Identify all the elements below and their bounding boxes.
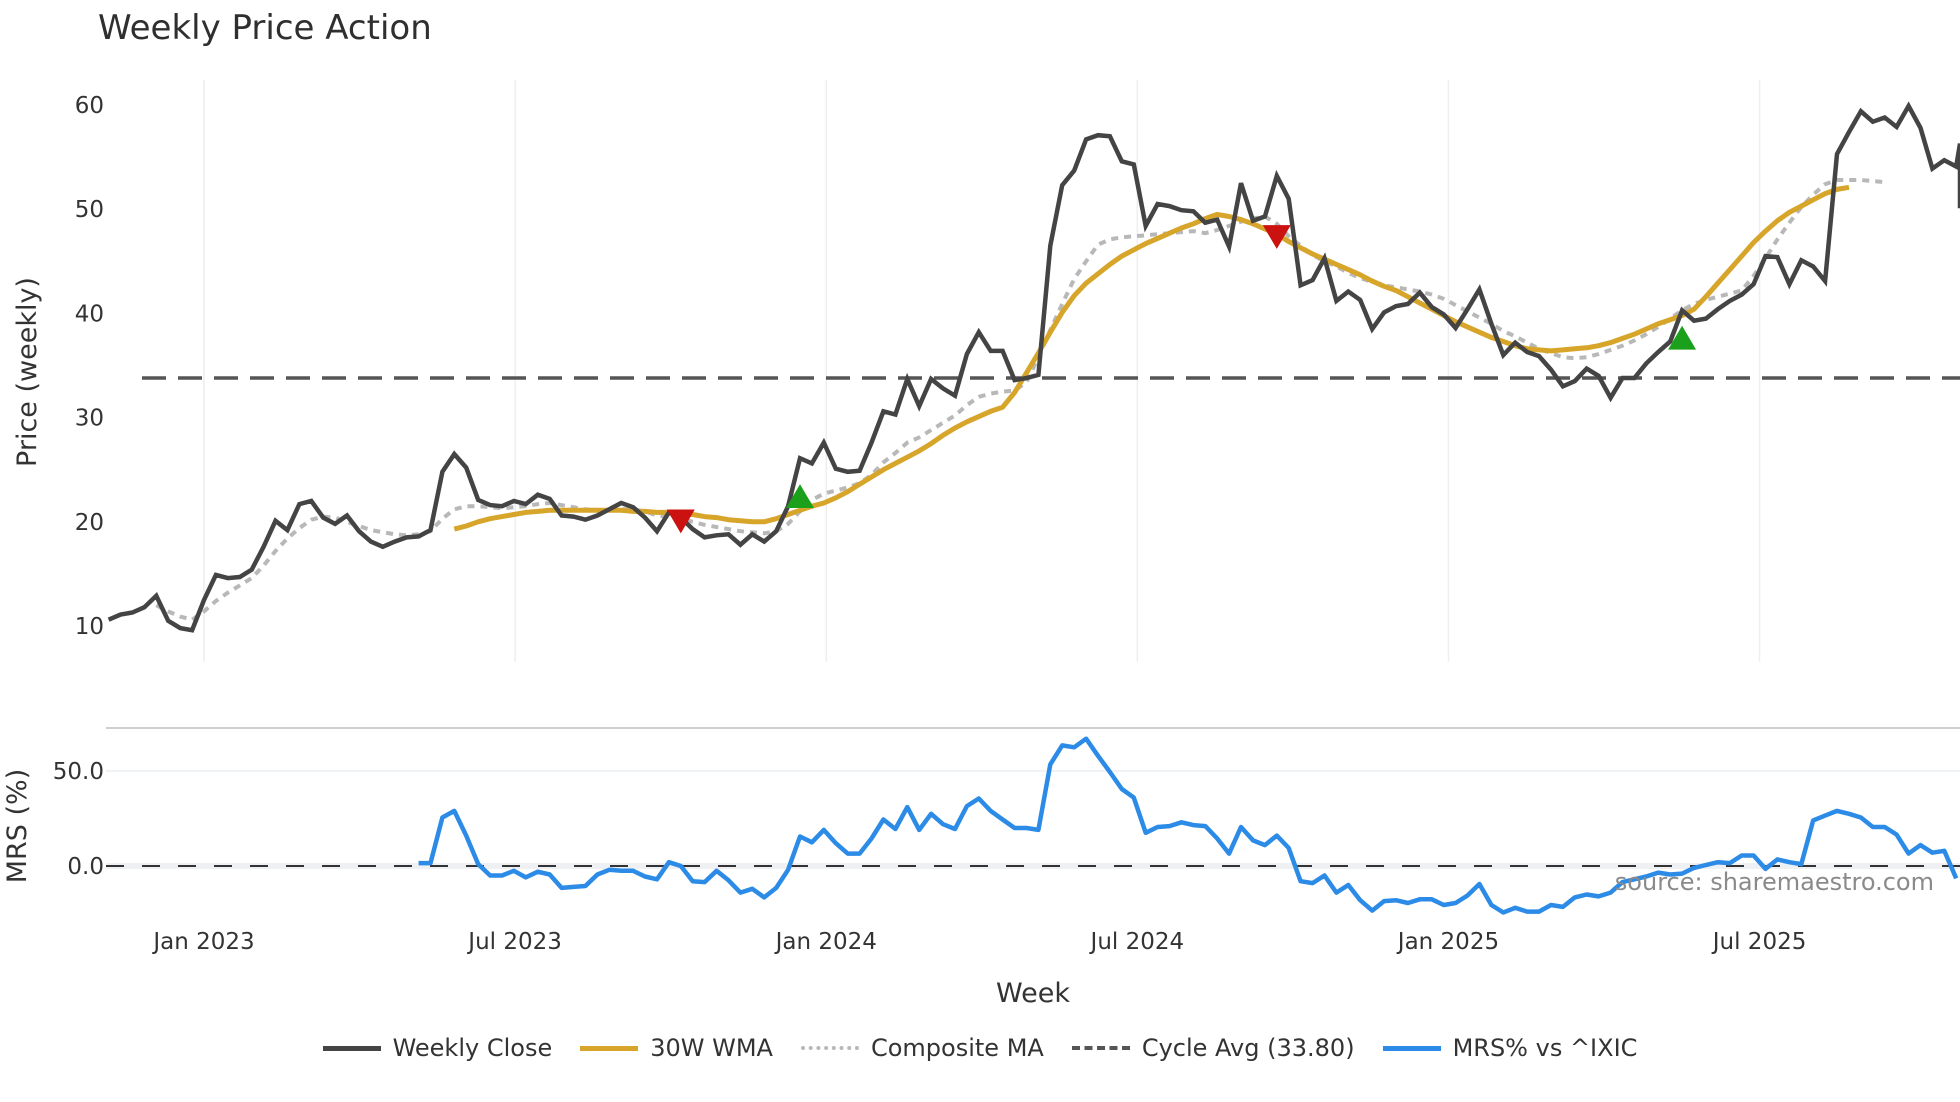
mrs-line	[418, 736, 1959, 915]
price-axis-label: Price (weekly)	[12, 277, 43, 467]
legend-swatch-icon	[1071, 1046, 1130, 1050]
price-tick-label: 30	[75, 406, 104, 432]
legend-swatch-icon	[1382, 1045, 1441, 1051]
sell-signal-down-triangle-icon	[666, 509, 695, 534]
source-note: source: sharemaestro.com	[1615, 868, 1934, 896]
price-tick-label: 60	[75, 93, 104, 119]
price-panel	[107, 101, 1960, 633]
legend-swatch-icon	[800, 1046, 859, 1050]
legend-label: Composite MA	[870, 1034, 1044, 1062]
grid-lines	[106, 80, 1960, 869]
mrs-tick-label: 0.0	[67, 854, 104, 880]
chart-title: Weekly Price Action	[98, 8, 432, 48]
mrs-tick-label: 50.0	[53, 759, 104, 785]
wma-30w-line	[453, 184, 1850, 532]
composite-ma-line	[155, 178, 1885, 622]
price-tick-label: 50	[75, 197, 104, 223]
legend-swatch-icon	[580, 1045, 639, 1051]
mrs-panel	[106, 736, 1960, 915]
legend-swatch-icon	[322, 1045, 381, 1051]
x-tick-label: Jan 2024	[774, 929, 877, 955]
signal-markers	[666, 225, 1697, 534]
legend-item[interactable]: Cycle Avg (33.80)	[1071, 1034, 1355, 1062]
x-axis-label: Week	[996, 978, 1070, 1009]
x-tick-label: Jul 2024	[1089, 929, 1185, 955]
legend-label: Weekly Close	[392, 1034, 553, 1062]
mrs-axis-label: MRS (%)	[2, 769, 33, 884]
buy-signal-up-triangle-icon	[1668, 325, 1697, 350]
x-tick-label: Jul 2025	[1711, 929, 1807, 955]
x-tick-label: Jul 2023	[466, 929, 562, 955]
price-y-ticks: 10 20 30 40 50 60	[75, 93, 104, 640]
legend: Weekly Close 30W WMA Composite MA Cycle Avg…	[0, 1034, 1960, 1062]
buy-signal-up-triangle-icon	[786, 484, 814, 508]
legend-label: MRS% vs ^IXIC	[1452, 1034, 1638, 1062]
legend-item[interactable]: Composite MA	[800, 1034, 1044, 1062]
price-tick-label: 20	[75, 510, 104, 536]
x-tick-label: Jan 2025	[1396, 929, 1499, 955]
mrs-y-ticks: 0.0 50.0	[53, 759, 104, 880]
legend-label: 30W WMA	[650, 1034, 773, 1062]
legend-item[interactable]: 30W WMA	[580, 1034, 773, 1062]
x-tick-label: Jan 2023	[151, 929, 254, 955]
price-tick-label: 40	[75, 301, 104, 327]
legend-item[interactable]: MRS% vs ^IXIC	[1382, 1034, 1638, 1062]
legend-item[interactable]: Weekly Close	[322, 1034, 553, 1062]
price-tick-label: 10	[75, 614, 104, 640]
legend-label: Cycle Avg (33.80)	[1141, 1034, 1355, 1062]
weekly-close-line	[107, 101, 1960, 633]
x-axis-ticks: Jan 2023 Jul 2023 Jan 2024 Jul 2024 Jan 2025…	[151, 929, 1806, 955]
sell-signal-down-triangle-icon	[1262, 225, 1291, 249]
